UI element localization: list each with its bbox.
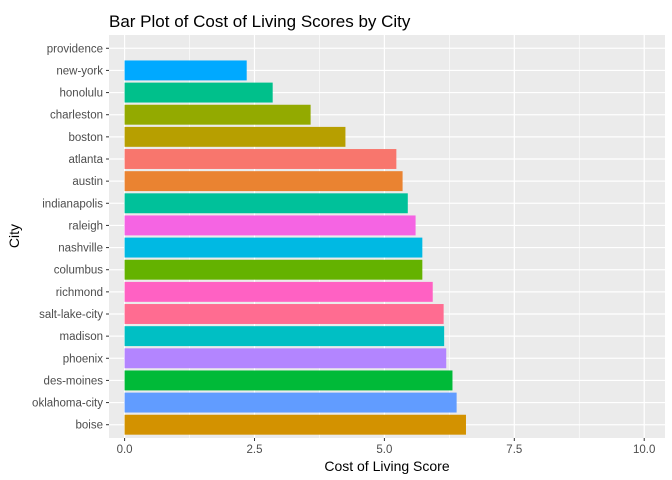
bar-des-moines	[124, 370, 453, 391]
bar-charleston	[124, 104, 311, 125]
y-axis-title: City	[6, 224, 22, 248]
y-tick-label: phoenix	[63, 353, 104, 365]
bars-group	[124, 60, 466, 435]
y-tick-label: nashville	[58, 243, 103, 255]
bar-honolulu	[124, 82, 273, 103]
y-tick-label: salt-lake-city	[39, 309, 103, 321]
y-tick-label: new-york	[56, 65, 103, 77]
bar-austin	[124, 171, 403, 192]
y-tick-label: richmond	[56, 287, 103, 299]
bar-madison	[124, 326, 445, 347]
x-tick-label: 7.5	[506, 444, 522, 456]
y-tick-label: madison	[60, 331, 103, 343]
x-axis-title: Cost of Living Score	[324, 458, 449, 474]
bar-new-york	[124, 60, 247, 81]
bar-boise	[124, 414, 466, 435]
y-tick-label: charleston	[50, 110, 103, 122]
x-tick-label: 5.0	[376, 444, 392, 456]
bar-phoenix	[124, 348, 447, 369]
bar-richmond	[124, 281, 433, 302]
bar-indianapolis	[124, 193, 408, 214]
x-tick-label: 2.5	[246, 444, 262, 456]
y-tick-label: raleigh	[68, 220, 103, 232]
y-tick-label: providence	[47, 43, 103, 55]
y-axis-ticks: boise oklahoma-city des-moines phoenix madis…	[32, 43, 109, 432]
y-tick-label: austin	[72, 176, 103, 188]
y-tick-label: indianapolis	[42, 198, 103, 210]
bar-atlanta	[124, 149, 397, 169]
bar-nashville	[124, 237, 423, 258]
bar-oklahoma-city	[124, 392, 457, 413]
x-tick-label: 0.0	[117, 444, 133, 456]
y-tick-label: atlanta	[68, 154, 103, 166]
y-tick-label: boise	[76, 420, 104, 432]
bar-columbus	[124, 259, 423, 280]
y-tick-label: des-moines	[44, 375, 104, 387]
chart-title: Bar Plot of Cost of Living Scores by Cit…	[109, 12, 411, 31]
bar-boston	[124, 126, 346, 147]
bar-salt-lake-city	[124, 304, 444, 324]
x-axis-ticks: 0.0 2.5 5.0 7.5 10.0	[117, 438, 655, 456]
y-tick-label: columbus	[54, 265, 103, 277]
y-tick-label: honolulu	[60, 88, 103, 100]
x-tick-label: 10.0	[633, 444, 655, 456]
bar-raleigh	[124, 215, 416, 236]
y-tick-label: oklahoma-city	[32, 398, 103, 410]
y-tick-label: boston	[68, 132, 103, 144]
